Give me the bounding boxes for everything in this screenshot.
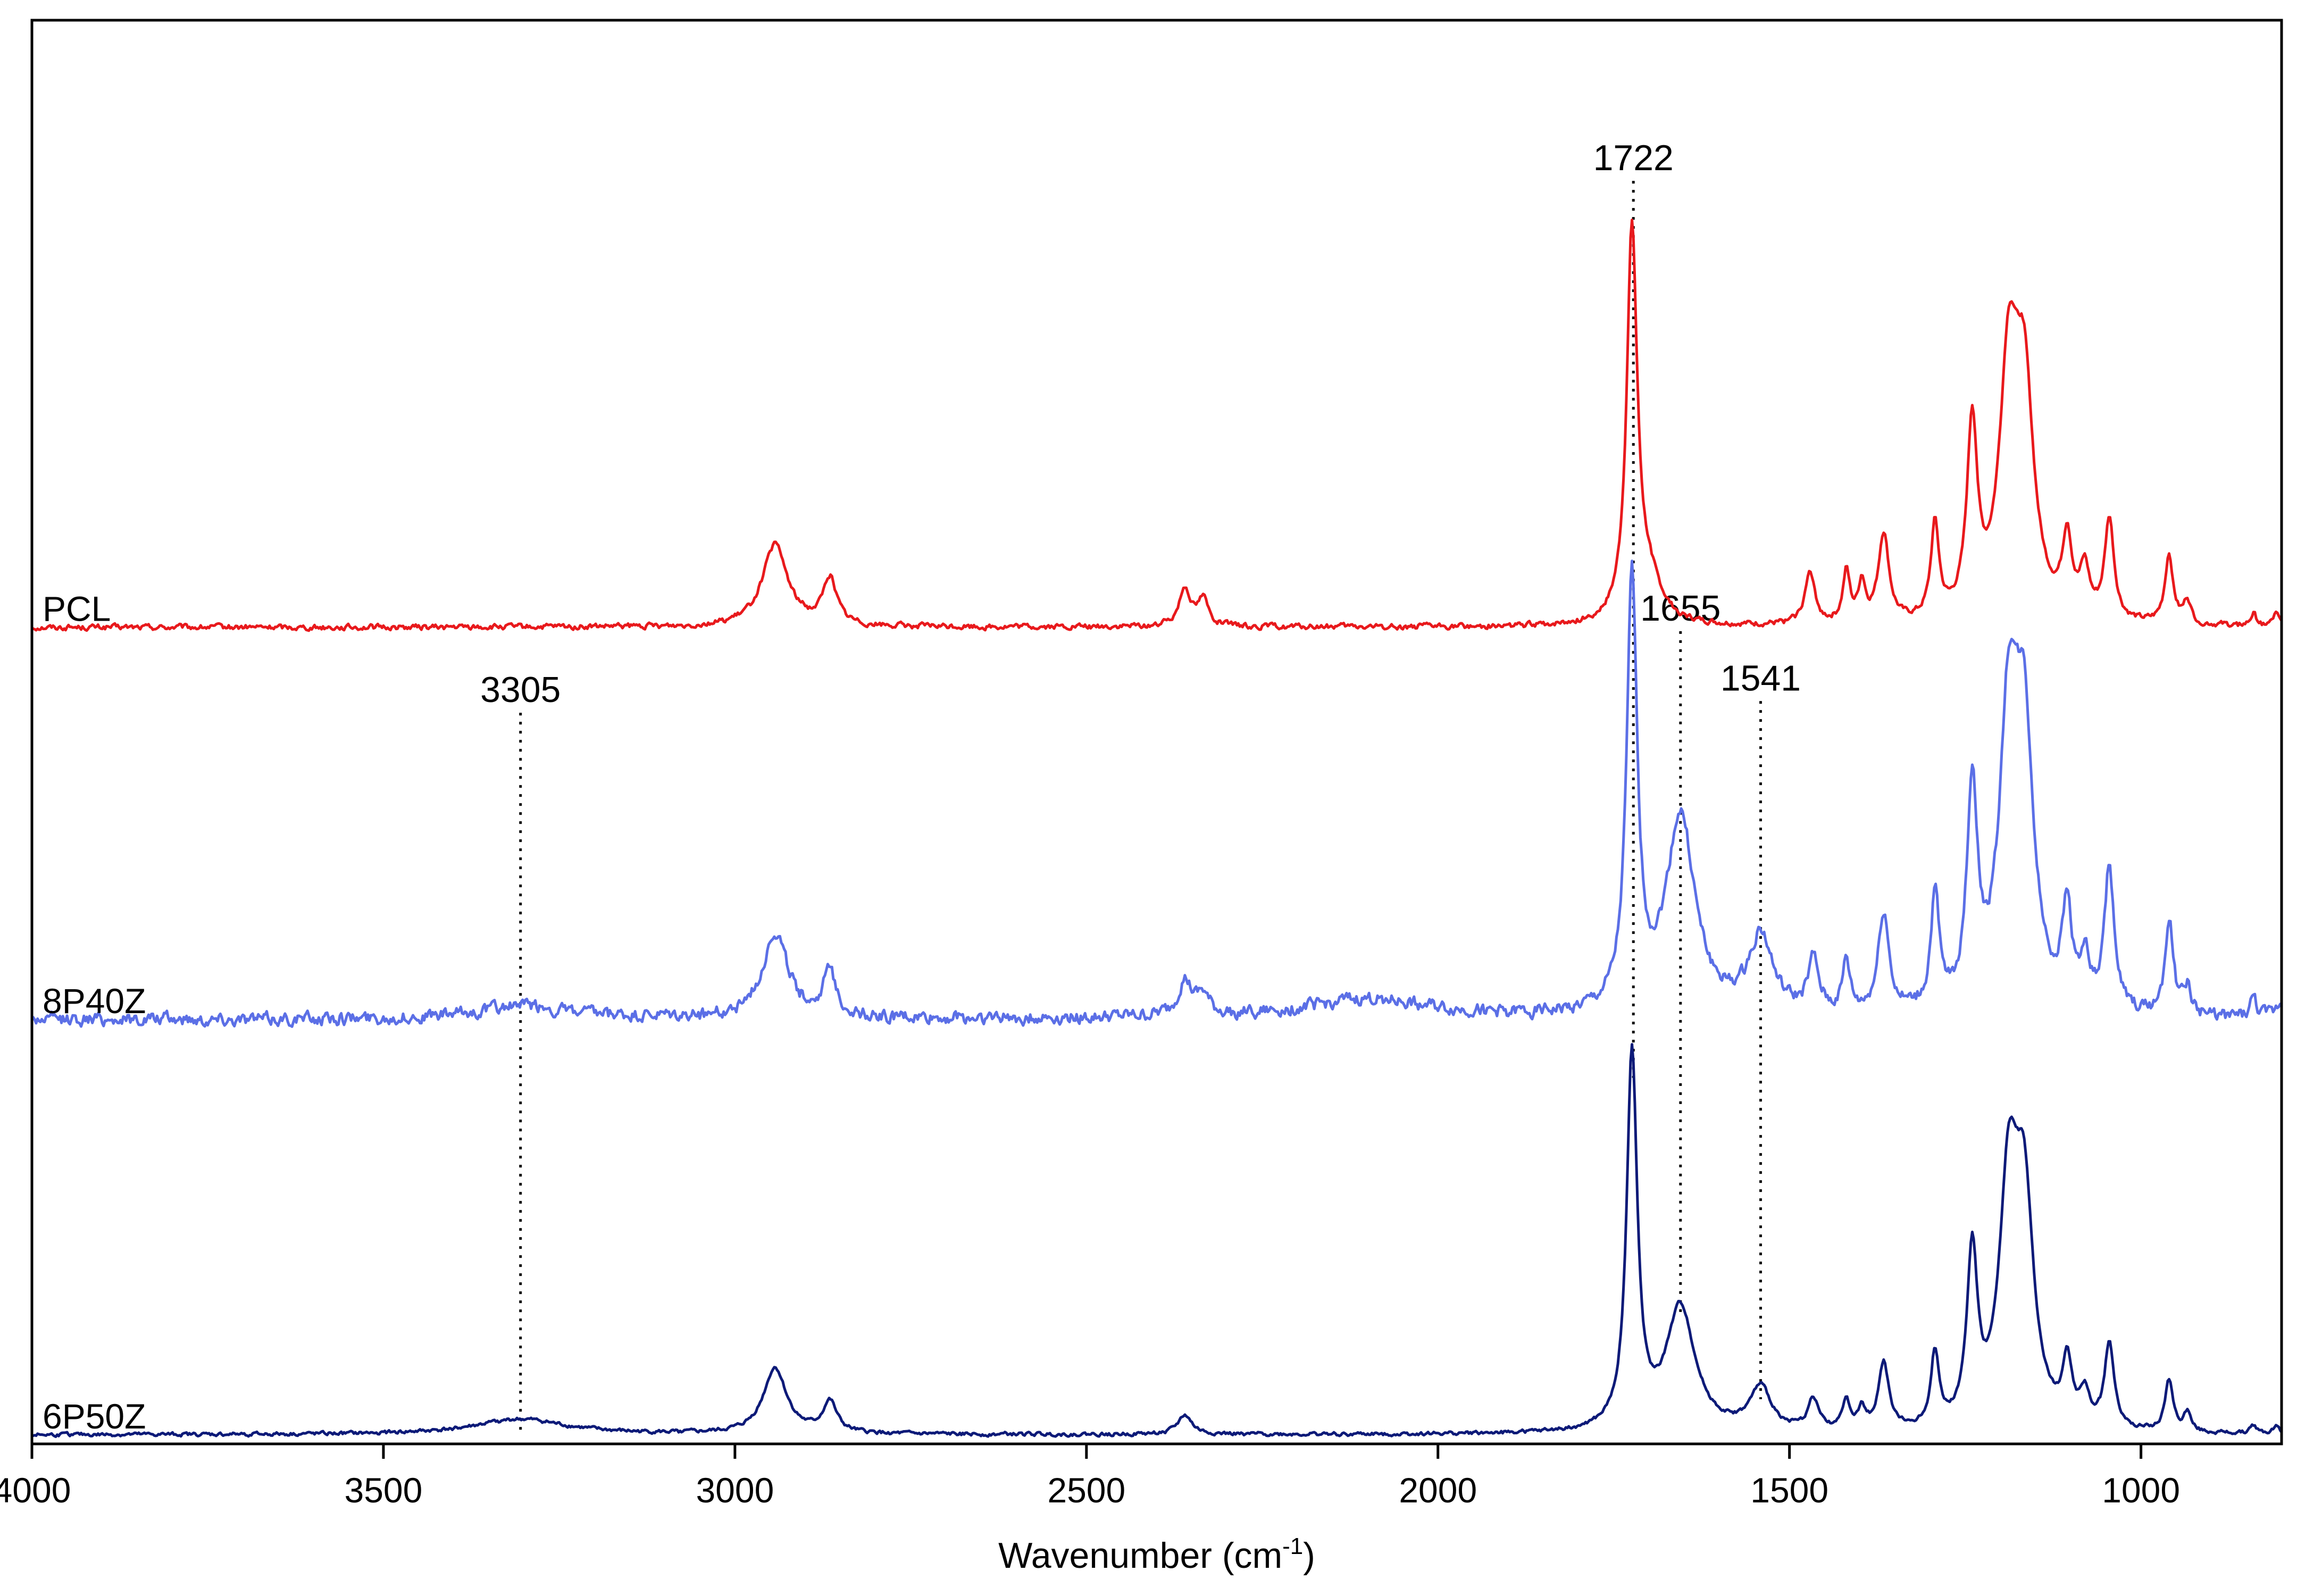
peak-label-1655: 1655 [1640,588,1720,629]
series-labels: PCL 8P40Z 6P50Z [43,589,146,1436]
series-layer [30,219,2283,1438]
x-tick-label: 3500 [345,1470,423,1510]
x-tick-label: 1000 [2102,1470,2180,1510]
x-tick-label: 2500 [1047,1470,1125,1510]
x-axis-ticks: 4000 3500 3000 2500 2000 1500 1000 [0,1444,2180,1510]
peak-label-1722: 1722 [1593,138,1674,178]
peak-label-1541: 1541 [1720,658,1801,698]
series-label-pcl: PCL [43,589,111,629]
series-line-6p50z [31,1043,2283,1438]
series-line-8p40z [30,559,2283,1028]
x-tick-label: 2000 [1399,1470,1477,1510]
x-tick-label: 4000 [0,1470,71,1510]
x-tick-label: 1500 [1750,1470,1828,1510]
plot-frame [30,19,2283,1445]
series-label-6p50z: 6P50Z [43,1397,146,1436]
peak-label-3305: 3305 [480,670,561,710]
series-line-pcl [31,219,2283,632]
series-label-8p40z: 8P40Z [43,981,146,1021]
x-axis-label: Wavenumber (cm-1) [998,1533,1315,1576]
x-tick-label: 3000 [696,1470,774,1510]
